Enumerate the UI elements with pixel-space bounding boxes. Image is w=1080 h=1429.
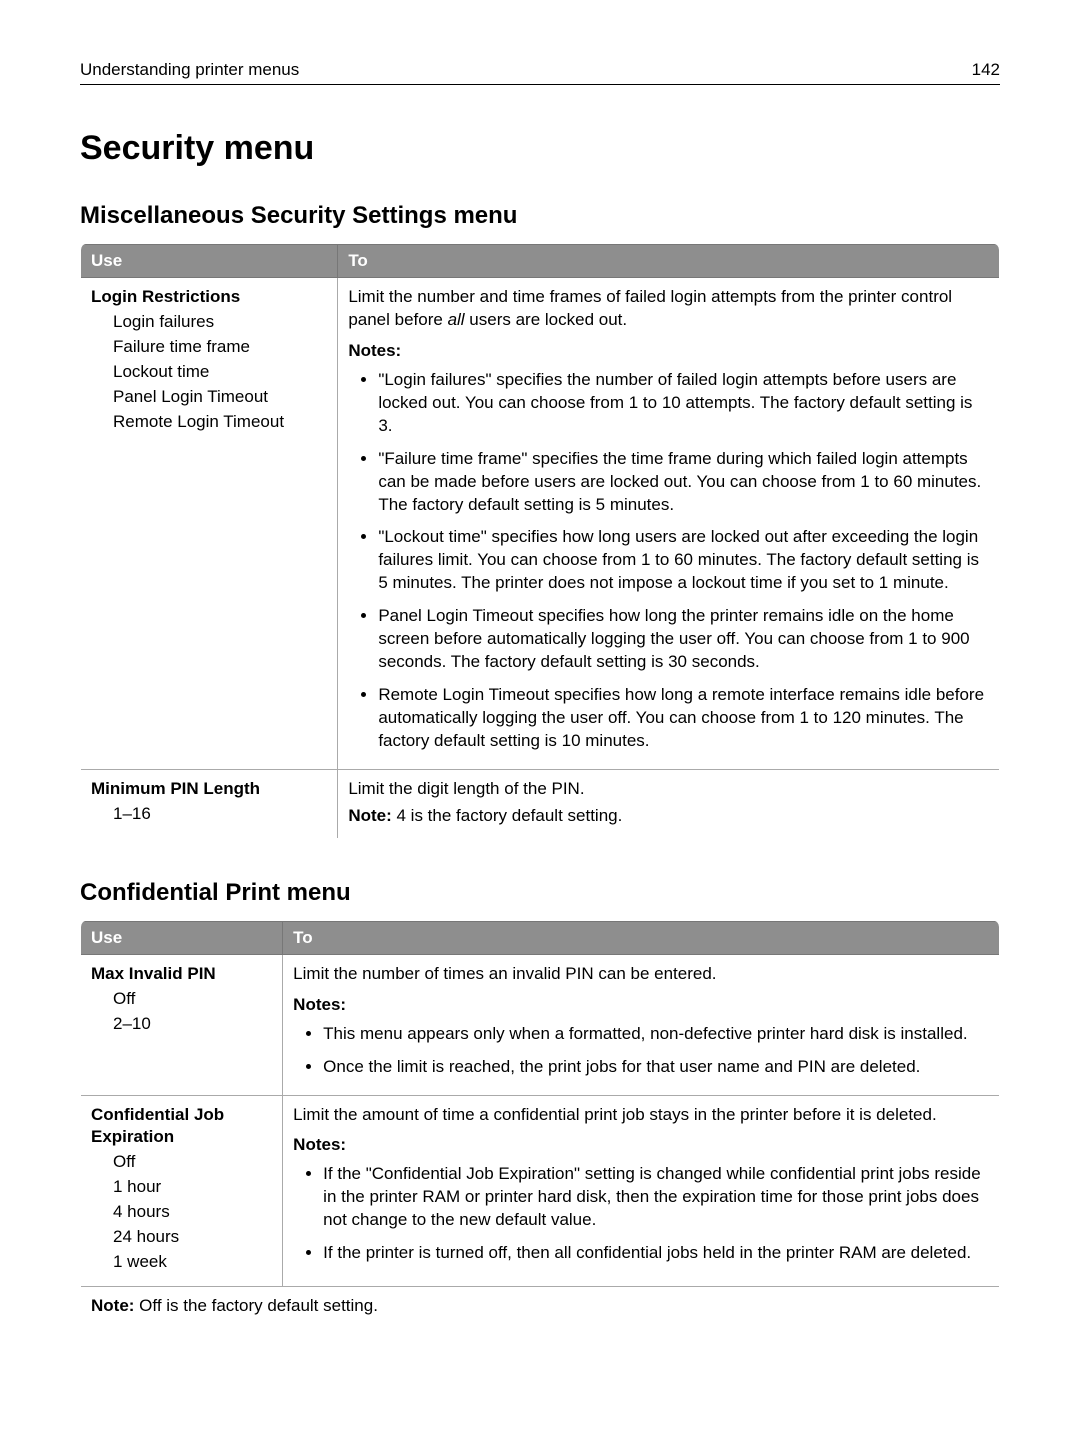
- misc-table: Use To Login Restrictions Login failures…: [80, 244, 1000, 839]
- misc-col-use: Use: [81, 245, 338, 278]
- lead-text: Limit the number and time frames of fail…: [348, 286, 989, 332]
- notes-list: If the "Confidential Job Expiration" set…: [293, 1163, 989, 1265]
- notes-label: Notes:: [348, 340, 989, 363]
- conf-table: Use To Max Invalid PIN Off 2–10 Limit th…: [80, 921, 1000, 1329]
- lead-text: Limit the amount of time a confidential …: [293, 1104, 989, 1127]
- setting-title: Login Restrictions: [91, 286, 327, 309]
- notes-list: "Login failures" specifies the number of…: [348, 369, 989, 753]
- table-row-footer: Note: Off is the factory default setting…: [81, 1287, 1000, 1329]
- sub-item: 1 week: [113, 1251, 272, 1274]
- sub-item: 4 hours: [113, 1201, 272, 1224]
- table-row: Confidential Job Expiration Off 1 hour 4…: [81, 1095, 1000, 1287]
- sub-item: Failure time frame: [113, 336, 327, 359]
- misc-col-to: To: [338, 245, 1000, 278]
- note-bullet: Remote Login Timeout specifies how long …: [378, 684, 989, 753]
- notes-list: This menu appears only when a formatted,…: [293, 1023, 989, 1079]
- setting-sublist: 1–16: [91, 803, 327, 826]
- sub-item: Off: [113, 1151, 272, 1174]
- note-bullet: "Failure time frame" specifies the time …: [378, 448, 989, 517]
- setting-title: Max Invalid PIN: [91, 963, 272, 986]
- note-line: Note: 4 is the factory default setting.: [348, 805, 989, 828]
- lead-text: Limit the number of times an invalid PIN…: [293, 963, 989, 986]
- table-row: Login Restrictions Login failures Failur…: [81, 278, 1000, 770]
- page-number: 142: [972, 60, 1000, 80]
- conf-col-to: To: [283, 921, 1000, 954]
- setting-title: Minimum PIN Length: [91, 778, 327, 801]
- setting-sublist: Off 1 hour 4 hours 24 hours 1 week: [91, 1151, 272, 1274]
- h2-misc: Miscellaneous Security Settings menu: [80, 202, 1000, 230]
- footer-note-text: Off is the factory default setting.: [134, 1296, 377, 1315]
- lead-text: Limit the digit length of the PIN.: [348, 778, 989, 801]
- note-bullet: If the printer is turned off, then all c…: [323, 1242, 989, 1265]
- sub-item: Login failures: [113, 311, 327, 334]
- conf-col-use: Use: [81, 921, 283, 954]
- sub-item: 1–16: [113, 803, 327, 826]
- sub-item: 2–10: [113, 1013, 272, 1036]
- header-title: Understanding printer menus: [80, 60, 299, 80]
- sub-item: 24 hours: [113, 1226, 272, 1249]
- h2-conf: Confidential Print menu: [80, 879, 1000, 907]
- sub-item: 1 hour: [113, 1176, 272, 1199]
- note-bullet: This menu appears only when a formatted,…: [323, 1023, 989, 1046]
- note-bullet: Panel Login Timeout specifies how long t…: [378, 605, 989, 674]
- footer-note-label: Note:: [91, 1296, 134, 1315]
- sub-item: Panel Login Timeout: [113, 386, 327, 409]
- note-bullet: "Login failures" specifies the number of…: [378, 369, 989, 438]
- setting-sublist: Login failures Failure time frame Lockou…: [91, 311, 327, 434]
- page-header: Understanding printer menus 142: [80, 60, 1000, 85]
- note-bullet: If the "Confidential Job Expiration" set…: [323, 1163, 989, 1232]
- h1-title: Security menu: [80, 129, 1000, 168]
- setting-title: Confidential Job Expiration: [91, 1104, 272, 1150]
- sub-item: Off: [113, 988, 272, 1011]
- setting-sublist: Off 2–10: [91, 988, 272, 1036]
- sub-item: Remote Login Timeout: [113, 411, 327, 434]
- note-bullet: "Lockout time" specifies how long users …: [378, 526, 989, 595]
- notes-label: Notes:: [293, 1134, 989, 1157]
- sub-item: Lockout time: [113, 361, 327, 384]
- table-row: Minimum PIN Length 1–16 Limit the digit …: [81, 769, 1000, 838]
- notes-label: Notes:: [293, 994, 989, 1017]
- note-bullet: Once the limit is reached, the print job…: [323, 1056, 989, 1079]
- table-row: Max Invalid PIN Off 2–10 Limit the numbe…: [81, 954, 1000, 1095]
